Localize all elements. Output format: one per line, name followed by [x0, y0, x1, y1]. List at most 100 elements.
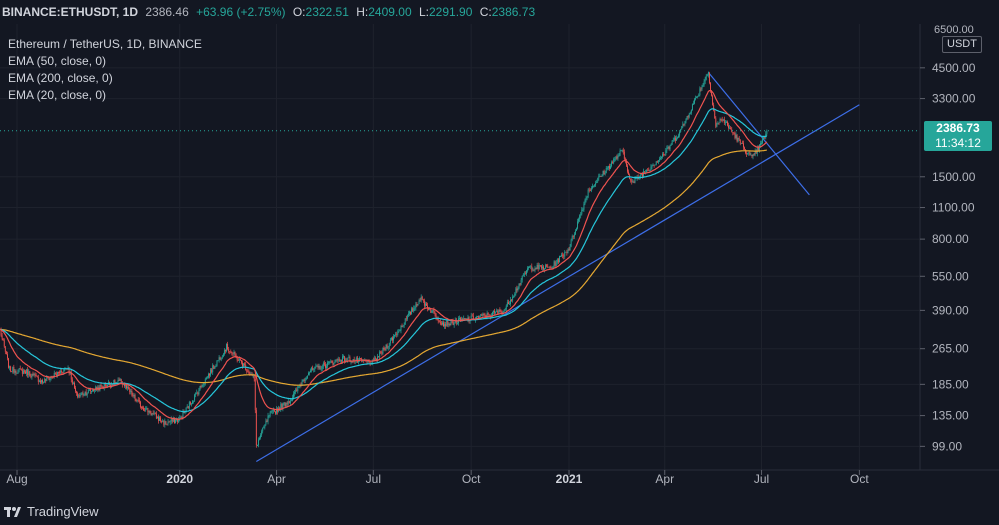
candle-body	[100, 384, 102, 386]
candle-body	[405, 318, 407, 320]
candle-body	[305, 378, 307, 379]
ema50-line	[0, 108, 767, 413]
candle-body	[725, 121, 727, 123]
candle-body	[312, 367, 314, 370]
candle-body	[202, 384, 204, 387]
candle-body	[228, 349, 230, 352]
candle-body	[43, 382, 45, 384]
legend-ema20[interactable]: EMA (20, close, 0)	[8, 88, 107, 102]
candle-body	[435, 314, 437, 319]
candle-body	[596, 181, 598, 184]
candle-body	[349, 357, 351, 362]
candle-body	[515, 288, 517, 294]
legend-ema200[interactable]: EMA (200, close, 0)	[8, 71, 113, 85]
candle-body	[179, 417, 181, 419]
candle-body	[534, 268, 536, 271]
candle-body	[229, 351, 231, 352]
candle-body	[45, 378, 47, 382]
price-tick-label: 3300.00	[932, 92, 976, 106]
candle-body	[730, 127, 732, 130]
price-axis[interactable]: 99.00 135.00 185.00 265.00 390.00 550.00 800.0…	[920, 61, 976, 454]
candle-body	[442, 322, 443, 325]
candle-body	[698, 95, 700, 97]
candle-body	[325, 364, 326, 368]
candle-body	[119, 379, 121, 381]
candle-body	[311, 367, 313, 371]
ema-lines	[0, 89, 768, 420]
candle-body	[75, 387, 76, 392]
candle-body	[381, 352, 383, 354]
price-tick-label: 185.00	[932, 377, 969, 391]
candle-body	[757, 147, 759, 151]
symbol-label[interactable]: BINANCE:ETHUSDT, 1D	[2, 5, 139, 19]
candle-body	[345, 359, 347, 362]
candle-body	[342, 356, 343, 362]
candle-body	[79, 395, 81, 396]
candle-body	[494, 311, 496, 313]
candle-body	[418, 300, 420, 305]
candle-body	[538, 265, 540, 269]
candle-body	[339, 360, 341, 362]
candle-body	[554, 261, 556, 266]
legend-ema50[interactable]: EMA (50, close, 0)	[8, 54, 107, 68]
candle-body	[585, 198, 587, 201]
price-tick-label: 4500.00	[932, 61, 976, 75]
tradingview-brand[interactable]: TradingView	[27, 504, 99, 519]
candle-body	[173, 418, 175, 424]
candle-body	[6, 354, 8, 359]
candle-body	[231, 352, 233, 354]
candle-body	[623, 151, 625, 159]
candle-body	[187, 406, 189, 409]
candle-body	[479, 315, 481, 318]
candle-body	[712, 95, 714, 105]
close-label: C:	[479, 5, 492, 19]
candle-body	[482, 314, 484, 316]
candle-body	[427, 305, 429, 309]
trendlines[interactable]	[256, 71, 860, 462]
candle-body	[602, 170, 604, 176]
candle-body	[219, 357, 221, 360]
candle-body	[633, 181, 635, 183]
candle-body	[122, 384, 124, 386]
candle-body	[681, 126, 683, 130]
candle-body	[678, 135, 680, 138]
candle-body	[511, 299, 513, 301]
candle-body	[209, 373, 210, 376]
candle-body	[31, 373, 33, 378]
candle-body	[70, 372, 72, 380]
candle-body	[215, 365, 217, 367]
candle-body	[649, 169, 651, 171]
currency-unit-badge[interactable]: USDT	[942, 36, 982, 53]
candle-body	[8, 358, 9, 368]
time-axis[interactable]: Aug 2020 Apr Jul Oct 2021 Apr Jul Oct	[6, 470, 869, 486]
candle-body	[512, 296, 514, 301]
candle-body	[528, 266, 530, 269]
candle-body	[570, 239, 572, 247]
candle-body	[669, 145, 671, 149]
candle-body	[622, 149, 624, 152]
candle-body	[380, 351, 382, 353]
candle-body	[684, 121, 686, 125]
candle-body	[524, 273, 526, 275]
price-tick-label: 390.00	[932, 303, 969, 317]
candle-body	[152, 413, 154, 414]
candle-body	[212, 365, 214, 373]
candle-body	[679, 131, 681, 136]
candle-body	[68, 367, 70, 374]
candle-body	[323, 363, 325, 365]
trendline-resistance	[707, 71, 810, 196]
candle-body	[590, 187, 592, 191]
candle-body	[578, 219, 580, 222]
candle-body	[234, 351, 236, 355]
candle-body	[110, 384, 112, 387]
candle-body	[24, 370, 25, 372]
candle-body	[635, 178, 637, 179]
candle-body	[117, 379, 119, 382]
tradingview-logo-icon[interactable]	[4, 505, 22, 519]
candle-body	[648, 170, 650, 171]
candle-body	[683, 124, 685, 125]
candle-body	[742, 143, 744, 148]
candle-body	[143, 407, 145, 411]
candle-body	[83, 394, 85, 396]
